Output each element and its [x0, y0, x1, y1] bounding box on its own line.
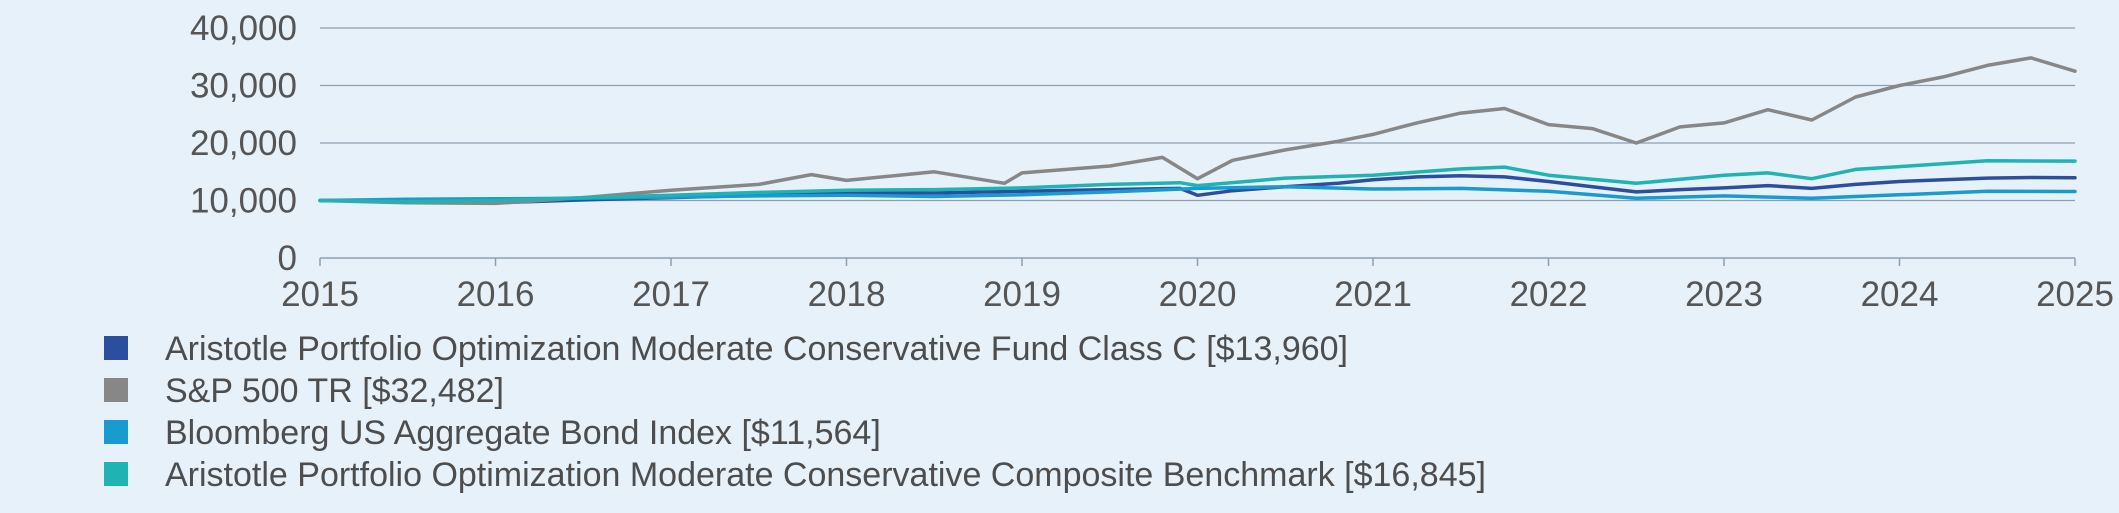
y-tick-label: 30,000: [190, 67, 297, 106]
x-tick-label: 2022: [1510, 275, 1588, 314]
x-tick-label: 2019: [983, 275, 1061, 314]
x-tick-label: 2021: [1334, 275, 1412, 314]
legend-swatch: [104, 462, 128, 486]
series-line-2: [318, 56, 2077, 206]
y-tick-label: 10,000: [190, 182, 297, 221]
y-tick-label: 20,000: [190, 124, 297, 163]
legend-swatch: [104, 420, 128, 444]
legend-item: Bloomberg US Aggregate Bond Index [$11,5…: [104, 414, 881, 452]
y-tick-label: 0: [278, 239, 297, 278]
series-line-4: [318, 159, 2077, 204]
y-tick-labels: 0 10,000 20,000 30,000 40,000: [190, 9, 297, 278]
x-tick-label: 2024: [1861, 275, 1939, 314]
legend: Aristotle Portfolio Optimization Moderat…: [104, 330, 1486, 494]
legend-label: Aristotle Portfolio Optimization Moderat…: [165, 330, 1348, 368]
x-tick-label: 2025: [2036, 275, 2114, 314]
x-tick-label: 2017: [632, 275, 710, 314]
gridlines: [320, 27, 2075, 202]
x-tick-label: 2020: [1159, 275, 1237, 314]
legend-label: Aristotle Portfolio Optimization Moderat…: [165, 456, 1486, 494]
series-lines: [318, 56, 2077, 206]
legend-label: S&P 500 TR [$32,482]: [165, 372, 504, 410]
axes: [319, 257, 2076, 266]
x-tick-labels: 2015 2016 2017 2018 2019 2020 2021 2022 2023 2024…: [281, 275, 2114, 314]
x-tick-label: 2023: [1685, 275, 1763, 314]
legend-item: Aristotle Portfolio Optimization Moderat…: [104, 456, 1486, 494]
x-tick-label: 2016: [457, 275, 535, 314]
legend-swatch: [104, 378, 128, 402]
legend-item: S&P 500 TR [$32,482]: [104, 372, 504, 410]
y-tick-label: 40,000: [190, 9, 297, 48]
x-tick-label: 2015: [281, 275, 359, 314]
legend-item: Aristotle Portfolio Optimization Moderat…: [104, 330, 1348, 368]
legend-swatch: [104, 336, 128, 360]
x-tick-label: 2018: [808, 275, 886, 314]
legend-label: Bloomberg US Aggregate Bond Index [$11,5…: [165, 414, 881, 452]
